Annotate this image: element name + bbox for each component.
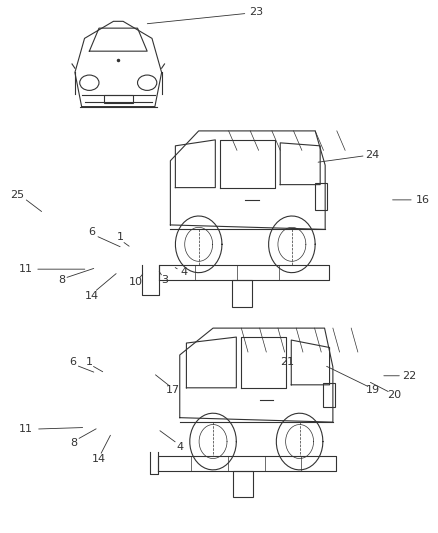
Text: 21: 21 bbox=[280, 358, 294, 367]
Text: 4: 4 bbox=[180, 267, 187, 277]
Text: 6: 6 bbox=[88, 227, 95, 237]
Text: 11: 11 bbox=[19, 264, 33, 274]
Text: 3: 3 bbox=[161, 275, 168, 285]
Text: 14: 14 bbox=[85, 291, 99, 301]
Text: 10: 10 bbox=[129, 278, 143, 287]
Text: 16: 16 bbox=[416, 195, 430, 205]
Text: 11: 11 bbox=[19, 424, 33, 434]
Text: 8: 8 bbox=[70, 439, 77, 448]
Text: 23: 23 bbox=[249, 7, 263, 17]
Text: 24: 24 bbox=[365, 150, 379, 159]
Text: 6: 6 bbox=[69, 358, 76, 367]
Bar bbox=[315, 183, 327, 210]
Bar bbox=[232, 280, 252, 307]
Text: 1: 1 bbox=[86, 358, 93, 367]
Bar bbox=[104, 95, 133, 103]
Text: 20: 20 bbox=[387, 391, 401, 400]
Text: 1: 1 bbox=[117, 232, 124, 242]
Text: 14: 14 bbox=[92, 455, 106, 464]
Bar bbox=[233, 471, 253, 497]
Bar bbox=[323, 383, 335, 407]
Text: 17: 17 bbox=[166, 385, 180, 395]
Text: 25: 25 bbox=[11, 190, 25, 199]
Text: 4: 4 bbox=[176, 442, 183, 451]
Text: 19: 19 bbox=[366, 385, 380, 395]
Text: 8: 8 bbox=[58, 275, 65, 285]
Text: 22: 22 bbox=[403, 371, 417, 381]
